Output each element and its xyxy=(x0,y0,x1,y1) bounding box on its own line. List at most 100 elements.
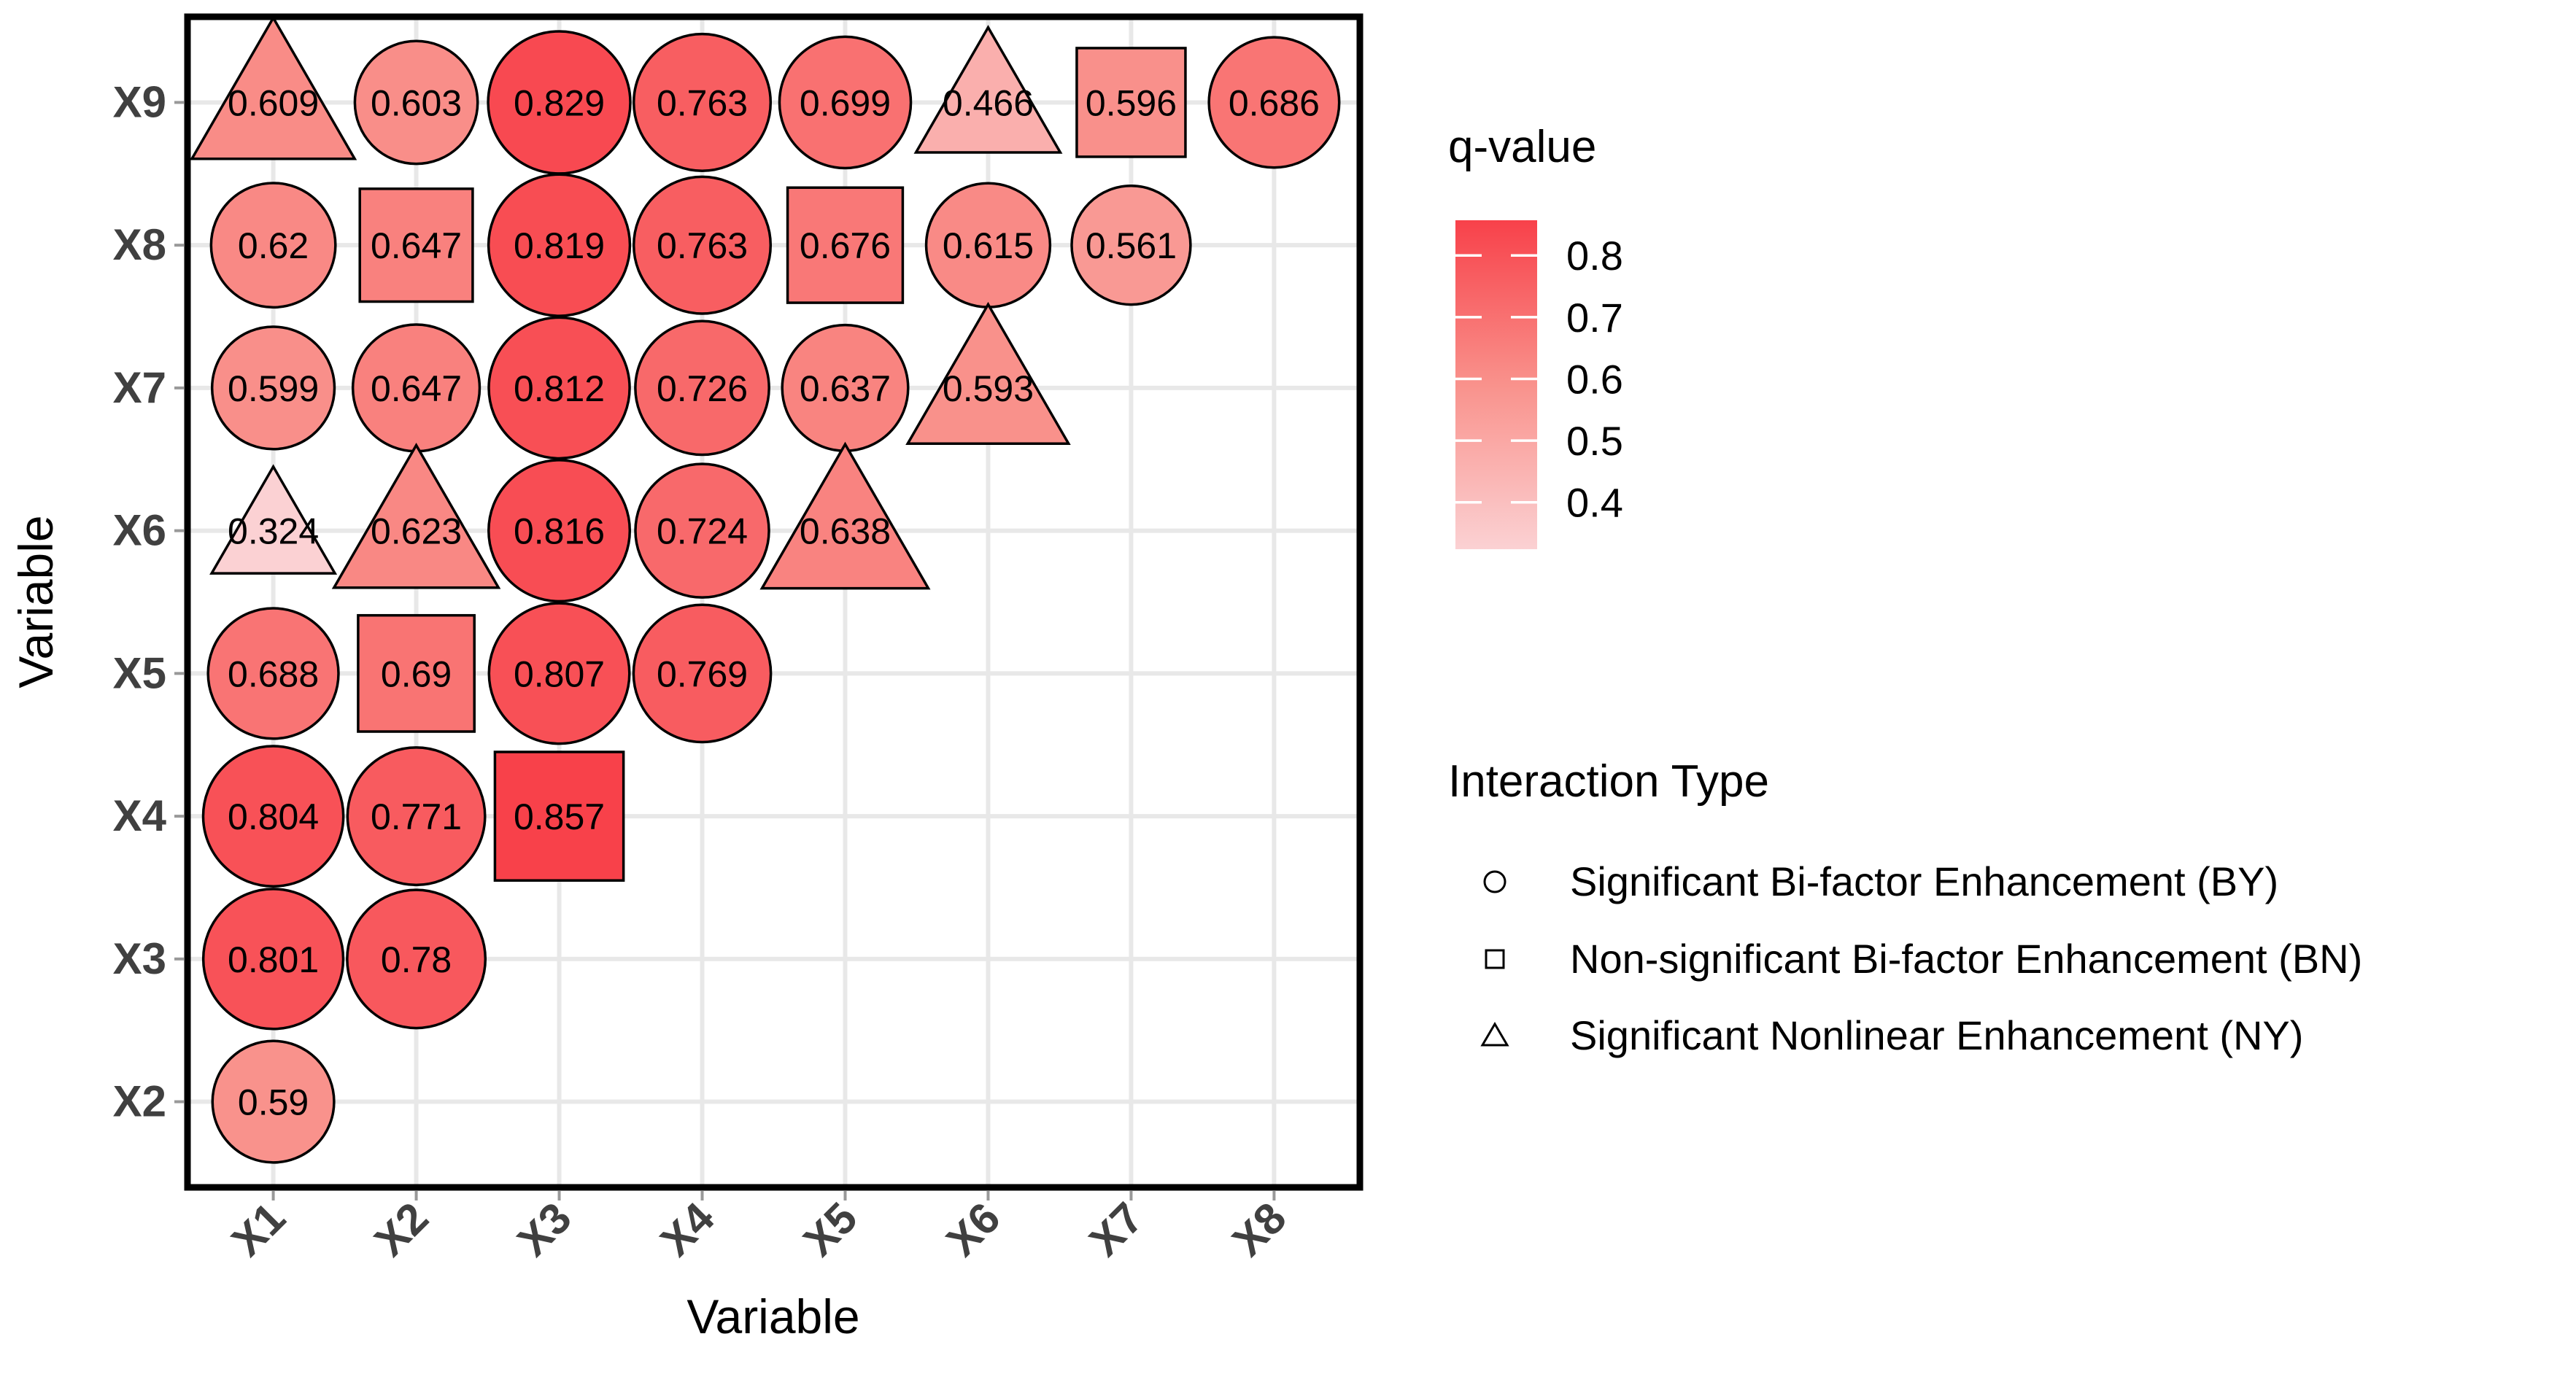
point-value-label: 0.816 xyxy=(514,511,605,552)
matrix-point: 0.769 xyxy=(632,603,773,744)
point-shape-circle xyxy=(487,459,632,603)
point-value-label: 0.807 xyxy=(514,653,605,694)
circle-glyph-icon xyxy=(1483,870,1506,893)
matrix-point: 0.688 xyxy=(206,607,340,740)
matrix-point: 0.599 xyxy=(210,325,336,451)
point-shape-circle xyxy=(209,182,337,309)
y-axis-tick-labels: X9 X8 X7 X6 X5 X4 X3 X2 xyxy=(113,77,167,1125)
point-value-label: 0.623 xyxy=(371,511,462,552)
interaction-legend-item: Non-significant Bi-factor Enhancement (B… xyxy=(1485,936,2362,982)
x-axis-label: X4 xyxy=(651,1192,724,1265)
matrix-point: 0.623 xyxy=(331,442,501,589)
point-shape-circle xyxy=(211,1039,336,1164)
point-value-label: 0.615 xyxy=(943,225,1034,266)
point-value-label: 0.829 xyxy=(514,82,605,123)
x-axis-label: X2 xyxy=(365,1193,437,1265)
matrix-point: 0.807 xyxy=(487,602,631,745)
point-value-label: 0.647 xyxy=(371,368,462,409)
y-axis-label: X3 xyxy=(113,934,166,983)
matrix-point: 0.638 xyxy=(759,441,931,590)
point-value-label: 0.763 xyxy=(657,82,748,123)
point-shape-circle xyxy=(353,39,479,166)
interaction-legend-item-label: Significant Bi-factor Enhancement (BY) xyxy=(1570,858,2278,904)
y-axis-label: X6 xyxy=(113,506,166,555)
point-value-label: 0.593 xyxy=(943,368,1034,409)
y-axis-label: X4 xyxy=(113,791,167,840)
qvalue-tick-labels: 0.8 0.7 0.6 0.5 0.4 xyxy=(1566,233,1623,525)
matrix-point: 0.763 xyxy=(632,175,773,315)
point-shape-square xyxy=(357,613,476,733)
point-value-label: 0.561 xyxy=(1086,225,1177,266)
point-shape-circle xyxy=(1070,184,1192,306)
matrix-point: 0.726 xyxy=(634,319,770,457)
matrix-point: 0.771 xyxy=(346,746,487,887)
matrix-point: 0.59 xyxy=(211,1039,336,1164)
x-axis-label: X1 xyxy=(223,1193,295,1265)
point-shape-circle xyxy=(346,746,487,887)
point-value-label: 0.769 xyxy=(657,653,748,694)
matrix-point: 0.596 xyxy=(1075,47,1187,158)
point-value-label: 0.699 xyxy=(800,82,891,123)
point-shape-circle xyxy=(201,888,345,1031)
point-value-label: 0.599 xyxy=(228,368,319,409)
x-axis-label: X6 xyxy=(937,1193,1009,1265)
interaction-legend-item-label: Non-significant Bi-factor Enhancement (B… xyxy=(1570,936,2362,982)
y-axis-title: Variable xyxy=(9,515,63,688)
point-shape-circle xyxy=(1207,36,1341,169)
matrix-point: 0.324 xyxy=(209,464,338,575)
matrix-point: 0.857 xyxy=(493,750,625,882)
point-value-label: 0.726 xyxy=(657,368,748,409)
matrix-point: 0.593 xyxy=(905,301,1071,446)
point-shape-circle xyxy=(487,602,631,745)
point-shape-circle xyxy=(487,316,631,460)
matrix-point: 0.686 xyxy=(1207,36,1341,169)
point-shape-triangle xyxy=(905,301,1071,446)
matrix-point: 0.699 xyxy=(778,35,913,170)
point-shape-triangle xyxy=(331,442,501,589)
point-value-label: 0.59 xyxy=(238,1082,309,1123)
qvalue-tick-label: 0.7 xyxy=(1566,295,1623,341)
point-value-label: 0.324 xyxy=(228,511,319,552)
point-value-label: 0.637 xyxy=(800,368,891,409)
interaction-legend-item: Significant Bi-factor Enhancement (BY) xyxy=(1483,858,2278,904)
point-value-label: 0.801 xyxy=(228,939,319,980)
point-value-label: 0.78 xyxy=(381,939,452,980)
point-shape-triangle xyxy=(209,464,338,575)
matrix-point: 0.801 xyxy=(201,888,345,1031)
x-axis-title: Variable xyxy=(686,1289,859,1343)
point-shape-triangle xyxy=(189,17,357,160)
data-points-layer: 0.609 0.603 0.829 0.763 0.699 0.466 0.596 0.686… xyxy=(189,17,1341,1164)
point-value-label: 0.647 xyxy=(371,225,462,266)
y-axis-label: X9 xyxy=(113,77,166,126)
point-shape-circle xyxy=(210,325,336,451)
point-value-label: 0.676 xyxy=(800,225,891,266)
point-value-label: 0.812 xyxy=(514,368,605,409)
point-value-label: 0.596 xyxy=(1086,82,1177,123)
point-shape-circle xyxy=(206,607,340,740)
matrix-point: 0.816 xyxy=(487,459,632,603)
x-axis-label: X8 xyxy=(1223,1193,1295,1265)
qvalue-tick-label: 0.4 xyxy=(1566,480,1623,526)
matrix-point: 0.561 xyxy=(1070,184,1192,306)
matrix-point: 0.615 xyxy=(924,182,1052,309)
point-value-label: 0.688 xyxy=(228,653,319,694)
triangle-glyph-icon xyxy=(1480,1022,1509,1047)
point-value-label: 0.638 xyxy=(800,511,891,552)
qvalue-tick-label: 0.5 xyxy=(1566,418,1623,464)
matrix-point: 0.637 xyxy=(781,323,910,452)
point-shape-circle xyxy=(487,173,632,317)
matrix-point: 0.763 xyxy=(632,32,773,172)
qvalue-legend: q-value 0.8 0.7 0.6 0.5 0.4 xyxy=(1448,122,1623,549)
point-shape-square xyxy=(358,187,474,303)
y-axis-label: X2 xyxy=(113,1077,166,1126)
point-value-label: 0.763 xyxy=(657,225,748,266)
point-value-label: 0.724 xyxy=(657,511,748,552)
square-glyph-icon xyxy=(1485,949,1505,969)
matrix-point: 0.819 xyxy=(487,173,632,317)
axis-tick-marks xyxy=(174,101,1276,1200)
interaction-legend-item-label: Significant Nonlinear Enhancement (NY) xyxy=(1570,1012,2303,1058)
point-value-label: 0.857 xyxy=(514,796,605,837)
matrix-point: 0.724 xyxy=(634,462,770,599)
point-value-label: 0.686 xyxy=(1229,82,1320,123)
x-axis-label: X7 xyxy=(1080,1193,1152,1265)
